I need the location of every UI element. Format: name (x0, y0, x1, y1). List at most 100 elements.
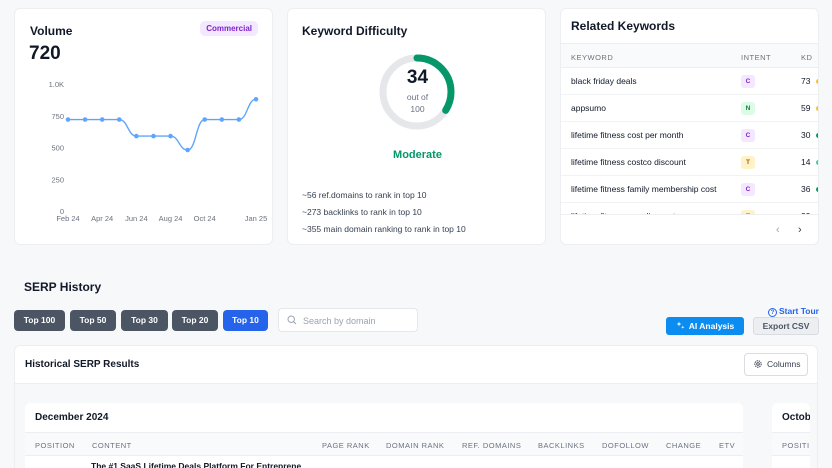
col-intent: INTENT (741, 53, 772, 62)
svg-text:Oct 24: Oct 24 (194, 214, 216, 223)
intent-badge: C (741, 129, 755, 142)
svg-text:Jan 25: Jan 25 (245, 214, 268, 223)
col-page-rank: PAGE RANK (322, 441, 370, 450)
svg-text:Feb 24: Feb 24 (56, 214, 79, 223)
month-title: October 2024 (782, 412, 810, 423)
historical-serp-card: Historical SERP Results Columns December… (14, 345, 818, 468)
kd-donut-gauge (379, 54, 455, 130)
volume-title: Volume (30, 24, 73, 38)
svg-text:Aug 24: Aug 24 (159, 214, 183, 223)
kd-dot-icon (816, 79, 818, 84)
kd-value: 36 (801, 184, 811, 194)
filter-top-100[interactable]: Top 100 (14, 310, 65, 331)
kd-stat-ref-domains: ~56 ref.domains to rank in top 10 (302, 190, 427, 200)
related-keywords-header: KEYWORD INTENT KD (561, 43, 818, 68)
month-card-october-2024: October 2024 POSITION (772, 403, 810, 468)
month-card-december-2024: December 2024 POSITION CONTENT PAGE RANK… (25, 403, 743, 468)
kd-stat-main-domain: ~355 main domain ranking to rank in top … (302, 224, 466, 234)
svg-text:0: 0 (60, 207, 64, 216)
keyword-row[interactable]: lifetime fitness cost per month C 30 (561, 122, 818, 149)
keyword-row[interactable]: appsumo N 59 (561, 95, 818, 122)
intent-badge: T (741, 210, 755, 214)
related-keywords-title: Related Keywords (571, 19, 676, 33)
prev-page-button[interactable]: ‹ (776, 224, 780, 236)
intent-badge: N (741, 102, 755, 115)
kd-value: 14 (801, 157, 811, 167)
volume-card: Volume Commercial 720 0 250 500 750 1.0K Feb … (14, 8, 273, 245)
kd-value: 29 (801, 211, 810, 214)
keyword-text[interactable]: lifetime fitness costco discount (571, 157, 686, 167)
col-backlinks: BACKLINKS (538, 441, 585, 450)
col-position: POSITION (35, 441, 75, 450)
filter-top-50[interactable]: Top 50 (70, 310, 116, 331)
intent-badge: T (741, 156, 755, 169)
keyword-text[interactable]: appsumo (571, 103, 606, 113)
historical-serp-title: Historical SERP Results (25, 359, 140, 370)
columns-button[interactable]: Columns (744, 353, 808, 376)
intent-badge: C (741, 75, 755, 88)
intent-badge: Commercial (200, 21, 258, 36)
kd-score: 34 (406, 67, 429, 88)
export-csv-button[interactable]: Export CSV (753, 317, 819, 335)
svg-text:Jun 24: Jun 24 (125, 214, 148, 223)
col-kd: KD (801, 53, 813, 62)
kd-dot-icon (816, 133, 818, 138)
kd-out-of: out of 100 (406, 92, 429, 114)
gear-icon (754, 360, 762, 368)
intent-badge: C (741, 183, 755, 196)
start-tour-link[interactable]: ? Start Tour (768, 306, 819, 317)
svg-text:250: 250 (51, 175, 64, 184)
keyword-row[interactable]: black friday deals C 73 (561, 68, 818, 95)
svg-text:750: 750 (51, 112, 64, 121)
serp-table-header: POSITION (772, 432, 810, 456)
kd-dot-icon (816, 160, 818, 165)
domain-search-input[interactable] (303, 313, 413, 328)
svg-text:1.0K: 1.0K (49, 80, 64, 89)
kd-level: Moderate (393, 149, 442, 161)
kd-dot-icon (816, 106, 818, 111)
filter-top-10[interactable]: Top 10 (223, 310, 268, 331)
month-title: December 2024 (35, 412, 109, 423)
next-page-button[interactable]: › (798, 224, 802, 236)
ai-analysis-button[interactable]: AI Analysis (666, 317, 744, 335)
kd-dot-icon (816, 187, 818, 192)
kd-value: 73 (801, 76, 811, 86)
keyword-row[interactable]: lifetime fitness family membership cost C… (561, 176, 818, 203)
filter-top-20[interactable]: Top 20 (172, 310, 218, 331)
keyword-text[interactable]: black friday deals (571, 76, 637, 86)
historical-serp-header: Historical SERP Results Columns (15, 346, 817, 384)
search-icon (287, 315, 297, 325)
filter-top-30[interactable]: Top 30 (121, 310, 168, 331)
keyword-text[interactable]: lifetime fitness aaa discount (571, 211, 675, 214)
volume-value: 720 (29, 43, 61, 64)
volume-line-chart: 0 250 500 750 1.0K Feb 24 Apr 24 Jun 24 Aug 24 Oc… (49, 80, 268, 223)
domain-search[interactable] (278, 308, 418, 332)
svg-text:Apr 24: Apr 24 (91, 214, 113, 223)
kd-value: 30 (801, 130, 811, 140)
col-position: POSITION (782, 441, 810, 450)
kd-value: 59 (801, 103, 811, 113)
historical-serp-body[interactable]: December 2024 POSITION CONTENT PAGE RANK… (15, 384, 817, 468)
col-etv: ETV (719, 441, 736, 450)
keyword-text[interactable]: lifetime fitness family membership cost (571, 184, 717, 194)
kd-title: Keyword Difficulty (302, 24, 408, 38)
col-content: CONTENT (92, 441, 132, 450)
keyword-difficulty-card: Keyword Difficulty 34 out of 100 Moderat… (287, 8, 546, 245)
help-circle-icon: ? (768, 308, 777, 317)
keyword-row[interactable]: lifetime fitness aaa discount T 29 (561, 203, 818, 214)
col-dofollow: DOFOLLOW (602, 441, 649, 450)
keyword-row[interactable]: lifetime fitness costco discount T 14 (561, 149, 818, 176)
col-domain-rank: DOMAIN RANK (386, 441, 445, 450)
serp-table-header: POSITION CONTENT PAGE RANK DOMAIN RANK R… (25, 432, 743, 456)
kd-stats: ~56 ref.domains to rank in top 10 ~273 b… (302, 187, 466, 238)
kd-stat-backlinks: ~273 backlinks to rank in top 10 (302, 207, 422, 217)
pagination: ‹ › (561, 214, 818, 244)
related-keywords-list[interactable]: black friday deals C 73 appsumo N 59 lifetime … (561, 68, 818, 214)
serp-row-content[interactable]: The #1 SaaS Lifetime Deals Platform For … (91, 461, 302, 468)
serp-history-title: SERP History (24, 280, 102, 294)
col-keyword: KEYWORD (571, 53, 614, 62)
related-keywords-card: Related Keywords KEYWORD INTENT KD black… (560, 8, 819, 245)
sparkles-icon (676, 321, 685, 329)
keyword-text[interactable]: lifetime fitness cost per month (571, 130, 684, 140)
col-ref-domains: REF. DOMAINS (462, 441, 522, 450)
